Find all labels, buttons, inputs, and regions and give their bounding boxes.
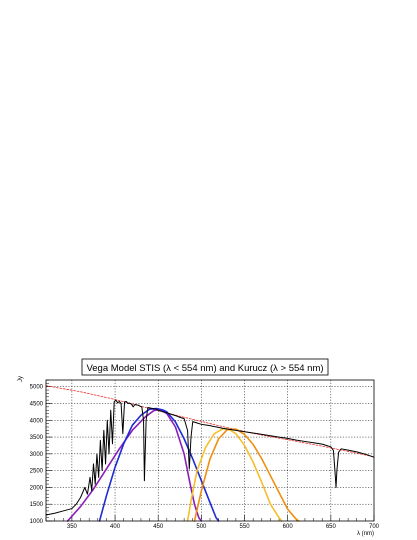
spectrum-series-line	[45, 399, 375, 516]
chart-title-box: Vega Model STIS (λ < 554 nm) and Kurucz …	[81, 358, 329, 376]
x-axis-title: λ (nm)	[357, 531, 374, 537]
y-tick-label: 1500	[30, 502, 44, 508]
continuum-series-line	[45, 385, 375, 458]
y-axis-title: Jy	[18, 376, 24, 382]
orange-series-line	[193, 428, 300, 522]
chart-title: Vega Model STIS (λ < 554 nm) and Kurucz …	[86, 363, 323, 374]
y-tick-label: 2500	[30, 469, 44, 475]
y-tick-label: 4000	[30, 418, 44, 424]
grid	[46, 380, 374, 521]
x-tick-label: 650	[326, 524, 337, 530]
x-tick-label: 400	[110, 524, 121, 530]
y-tick-label: 1000	[30, 519, 44, 525]
y-tick-label: 5000	[30, 385, 44, 391]
plot-frame	[45, 379, 375, 522]
y-tick-label: 3500	[30, 435, 44, 441]
curves	[45, 385, 375, 522]
tick-labels: 350 400 450 500 550 600 650 700 1000 1500 2000 2500…	[30, 385, 380, 530]
y-tick-label: 2000	[30, 485, 44, 491]
x-tick-label: 700	[369, 524, 380, 530]
x-tick-label: 550	[240, 524, 251, 530]
y-tick-label: 4500	[30, 402, 44, 408]
x-tick-label: 350	[67, 524, 78, 530]
x-tick-label: 600	[283, 524, 294, 530]
x-tick-label: 450	[153, 524, 164, 530]
y-tick-label: 3000	[30, 452, 44, 458]
blue-series-line	[98, 407, 220, 522]
x-tick-label: 500	[196, 524, 207, 530]
yellow-series-line	[186, 427, 283, 522]
